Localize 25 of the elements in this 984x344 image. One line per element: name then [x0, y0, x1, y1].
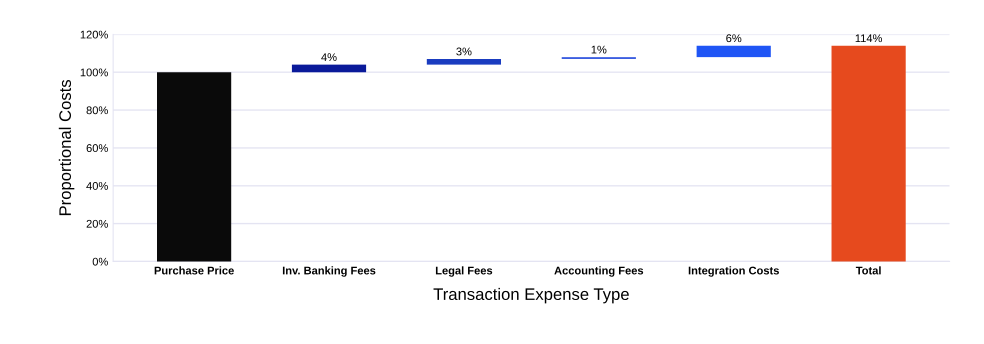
- y-tick-label: 120%: [80, 30, 108, 39]
- y-tick-label: 40%: [86, 182, 108, 190]
- x-tick-label: Purchase Price: [154, 266, 234, 274]
- data-label: 114%: [856, 34, 882, 42]
- x-tick-label: Integration Costs: [688, 266, 779, 277]
- y-tick-label: 80%: [86, 106, 108, 114]
- y-tick-label: 20%: [86, 220, 108, 228]
- x-tick-label: Accounting Fees: [554, 266, 644, 277]
- bar: [292, 64, 366, 72]
- bar: [832, 46, 906, 262]
- data-label: 1%: [592, 46, 606, 54]
- bar: [157, 72, 232, 262]
- data-label: 4%: [321, 53, 337, 62]
- y-tick-label: 100%: [80, 68, 108, 76]
- bar: [696, 46, 771, 58]
- y-axis-title: Proportional Costs: [58, 80, 74, 216]
- y-tick-label: 60%: [86, 144, 108, 152]
- x-axis-title: Transaction Expense Type: [434, 288, 629, 304]
- x-tick-label: Total: [856, 266, 881, 274]
- x-tick-label: Legal Fees: [436, 266, 492, 277]
- data-label: 6%: [726, 34, 742, 42]
- bar: [426, 58, 502, 65]
- data-label: 3%: [456, 48, 472, 56]
- y-tick-label: 0%: [92, 258, 108, 266]
- x-tick-label: Inv. Banking Fees: [282, 266, 376, 277]
